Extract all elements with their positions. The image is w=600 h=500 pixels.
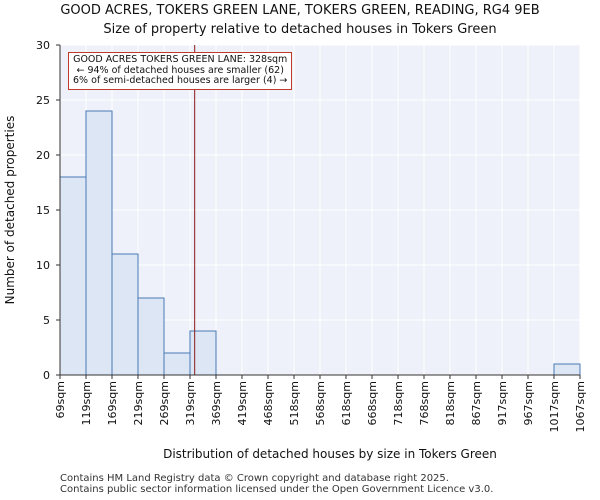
x-axis-label: Distribution of detached houses by size … xyxy=(163,447,497,461)
y-tick-label: 5 xyxy=(43,314,50,327)
chart-subtitle: Size of property relative to detached ho… xyxy=(103,22,496,37)
annotation-line-1: GOOD ACRES TOKERS GREEN LANE: 328sqm xyxy=(73,54,288,65)
x-tick-label: 1067sqm xyxy=(574,381,587,432)
annotation-box: GOOD ACRES TOKERS GREEN LANE: 328sqm ← 9… xyxy=(68,52,293,90)
x-tick-label: 269sqm xyxy=(158,381,171,425)
bar xyxy=(553,363,581,376)
y-tick-label: 10 xyxy=(36,259,50,272)
x-tick-label: 468sqm xyxy=(262,381,275,425)
x-tick-label: 369sqm xyxy=(210,381,223,425)
x-tick-label: 419sqm xyxy=(236,381,249,425)
bar xyxy=(163,352,191,376)
x-tick-label: 867sqm xyxy=(470,381,483,425)
y-tick-label: 15 xyxy=(36,204,50,217)
y-axis: 0 5 10 15 20 25 30 xyxy=(36,39,61,382)
x-tick-label: 1017sqm xyxy=(548,381,561,432)
y-axis-label: Number of detached properties xyxy=(3,116,17,305)
x-axis: 69sqm 119sqm 169sqm 219sqm 269sqm 319sqm 369sq… xyxy=(54,374,587,432)
bar xyxy=(85,110,113,376)
x-tick-label: 119sqm xyxy=(80,381,93,425)
x-tick-label: 917sqm xyxy=(496,381,509,425)
x-tick-label: 319sqm xyxy=(184,381,197,425)
chart-title: GOOD ACRES, TOKERS GREEN LANE, TOKERS GR… xyxy=(60,3,539,18)
y-tick-label: 0 xyxy=(43,369,50,382)
x-tick-label: 69sqm xyxy=(54,381,67,418)
bar xyxy=(137,297,165,376)
x-tick-label: 518sqm xyxy=(288,381,301,425)
annotation-line-2: ← 94% of detached houses are smaller (62… xyxy=(76,64,284,76)
footer-line-1: Contains HM Land Registry data © Crown c… xyxy=(60,473,449,484)
bar xyxy=(59,176,87,376)
x-tick-label: 169sqm xyxy=(106,381,119,425)
y-tick-label: 20 xyxy=(36,149,50,162)
x-tick-label: 967sqm xyxy=(522,381,535,425)
bar xyxy=(111,253,139,376)
x-tick-label: 668sqm xyxy=(366,381,379,425)
y-tick-label: 25 xyxy=(36,94,50,107)
x-tick-label: 568sqm xyxy=(314,381,327,425)
x-tick-label: 618sqm xyxy=(340,381,353,425)
x-tick-label: 219sqm xyxy=(132,381,145,425)
x-tick-label: 718sqm xyxy=(392,381,405,425)
y-tick-label: 30 xyxy=(36,39,50,52)
x-tick-label: 768sqm xyxy=(418,381,431,425)
x-tick-label: 818sqm xyxy=(444,381,457,425)
bar xyxy=(189,330,217,376)
footer-line-2: Contains public sector information licen… xyxy=(60,484,494,495)
annotation-line-3: 6% of semi-detached houses are larger (4… xyxy=(73,75,288,86)
bars xyxy=(59,110,581,376)
